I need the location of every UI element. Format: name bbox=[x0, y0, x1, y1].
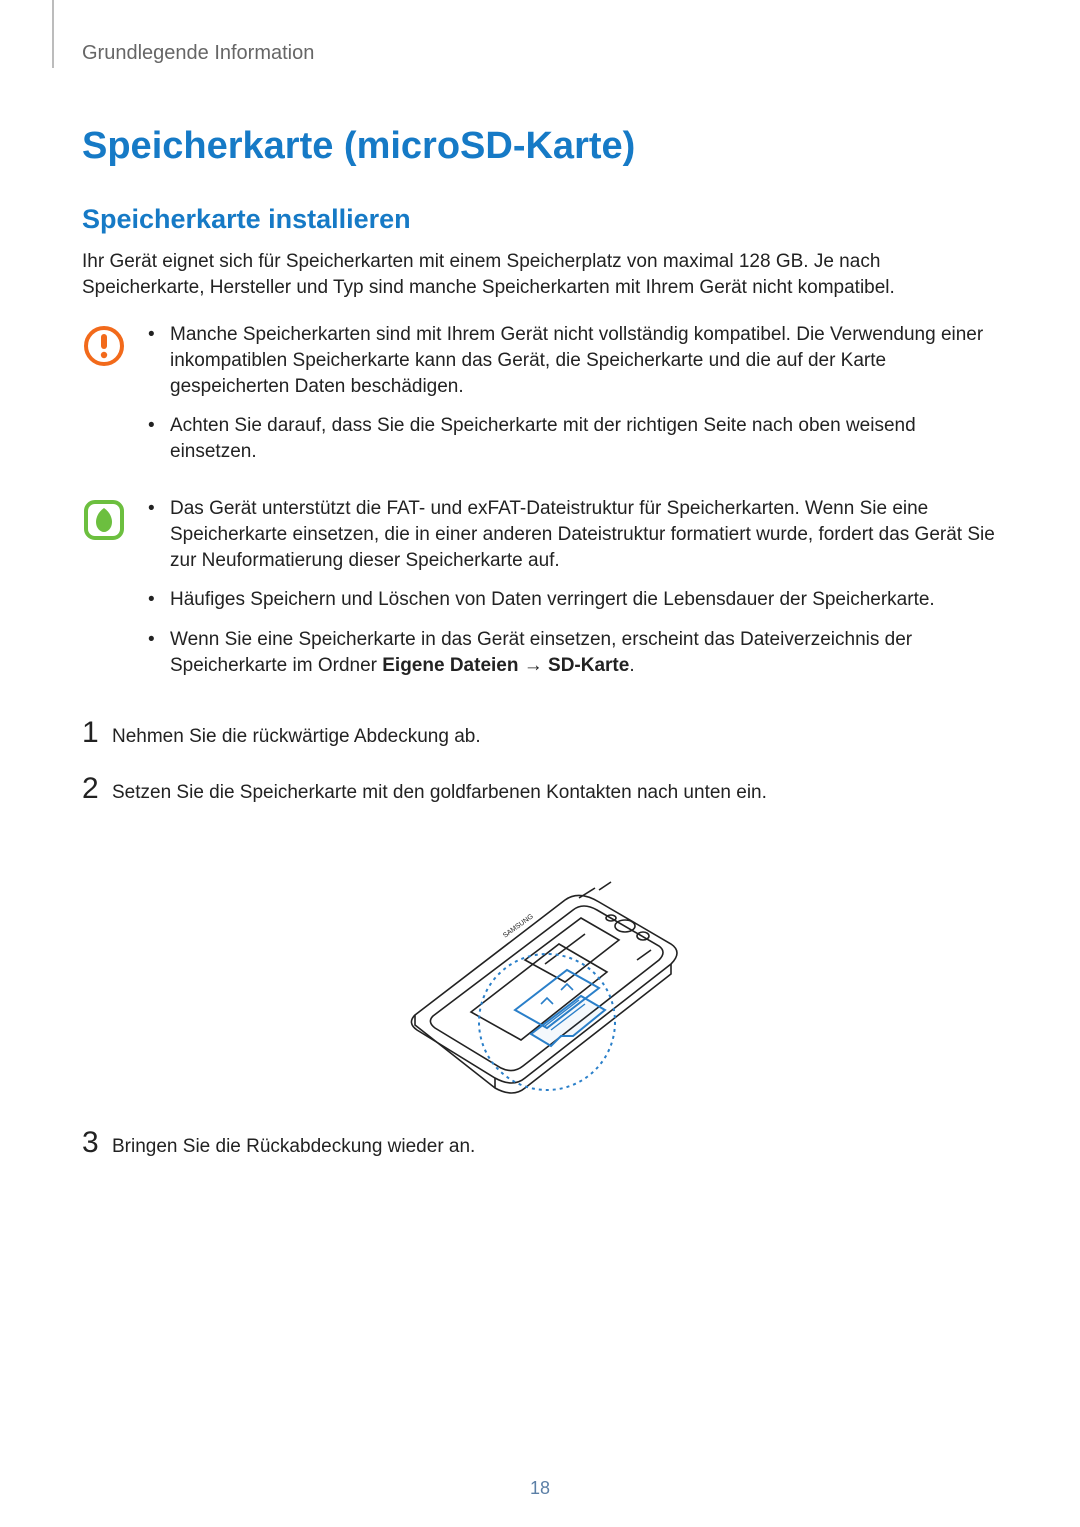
step-item: 2 Setzen Sie die Speicherkarte mit den g… bbox=[82, 774, 998, 806]
page: Grundlegende Information Speicherkarte (… bbox=[0, 0, 1080, 1527]
caution-bullet: Achten Sie darauf, dass Sie die Speicher… bbox=[144, 413, 998, 464]
info-icon bbox=[82, 498, 126, 547]
device-illustration: SAMSUNG bbox=[82, 830, 998, 1100]
step-text: Setzen Sie die Speicherkarte mit den gol… bbox=[112, 774, 767, 806]
step-item: 3 Bringen Sie die Rückabdeckung wieder a… bbox=[82, 1128, 998, 1160]
margin-rule bbox=[52, 0, 54, 68]
info-bullet-arrow: → bbox=[518, 655, 548, 676]
steps-list: 1 Nehmen Sie die rückwärtige Abdeckung a… bbox=[82, 718, 998, 805]
info-bullet: Häufiges Speichern und Löschen von Daten… bbox=[144, 587, 998, 613]
breadcrumb: Grundlegende Information bbox=[82, 42, 998, 65]
caution-icon bbox=[82, 324, 126, 373]
section-title: Speicherkarte (microSD-Karte) bbox=[82, 125, 998, 168]
step-text: Nehmen Sie die rückwärtige Abdeckung ab. bbox=[112, 718, 481, 750]
info-body: Das Gerät unterstützt die FAT- und exFAT… bbox=[144, 496, 998, 692]
intro-paragraph: Ihr Gerät eignet sich für Speicherkarten… bbox=[82, 249, 998, 300]
subsection-title: Speicherkarte installieren bbox=[82, 204, 998, 235]
info-bullet-bold: SD-Karte bbox=[548, 655, 629, 676]
info-bullet-bold: Eigene Dateien bbox=[382, 655, 518, 676]
step-item: 1 Nehmen Sie die rückwärtige Abdeckung a… bbox=[82, 718, 998, 750]
step-text: Bringen Sie die Rückabdeckung wieder an. bbox=[112, 1128, 475, 1160]
step-number: 1 bbox=[82, 718, 112, 748]
info-bullet-period: . bbox=[629, 655, 634, 676]
page-number: 18 bbox=[0, 1478, 1080, 1499]
step-number: 2 bbox=[82, 774, 112, 804]
info-block: Das Gerät unterstützt die FAT- und exFAT… bbox=[82, 496, 998, 692]
steps-list-cont: 3 Bringen Sie die Rückabdeckung wieder a… bbox=[82, 1128, 998, 1160]
caution-bullet: Manche Speicherkarten sind mit Ihrem Ger… bbox=[144, 322, 998, 399]
info-bullet: Wenn Sie eine Speicherkarte in das Gerät… bbox=[144, 627, 998, 678]
caution-block: Manche Speicherkarten sind mit Ihrem Ger… bbox=[82, 322, 998, 478]
info-bullet: Das Gerät unterstützt die FAT- und exFAT… bbox=[144, 496, 998, 573]
caution-body: Manche Speicherkarten sind mit Ihrem Ger… bbox=[144, 322, 998, 478]
step-number: 3 bbox=[82, 1128, 112, 1158]
